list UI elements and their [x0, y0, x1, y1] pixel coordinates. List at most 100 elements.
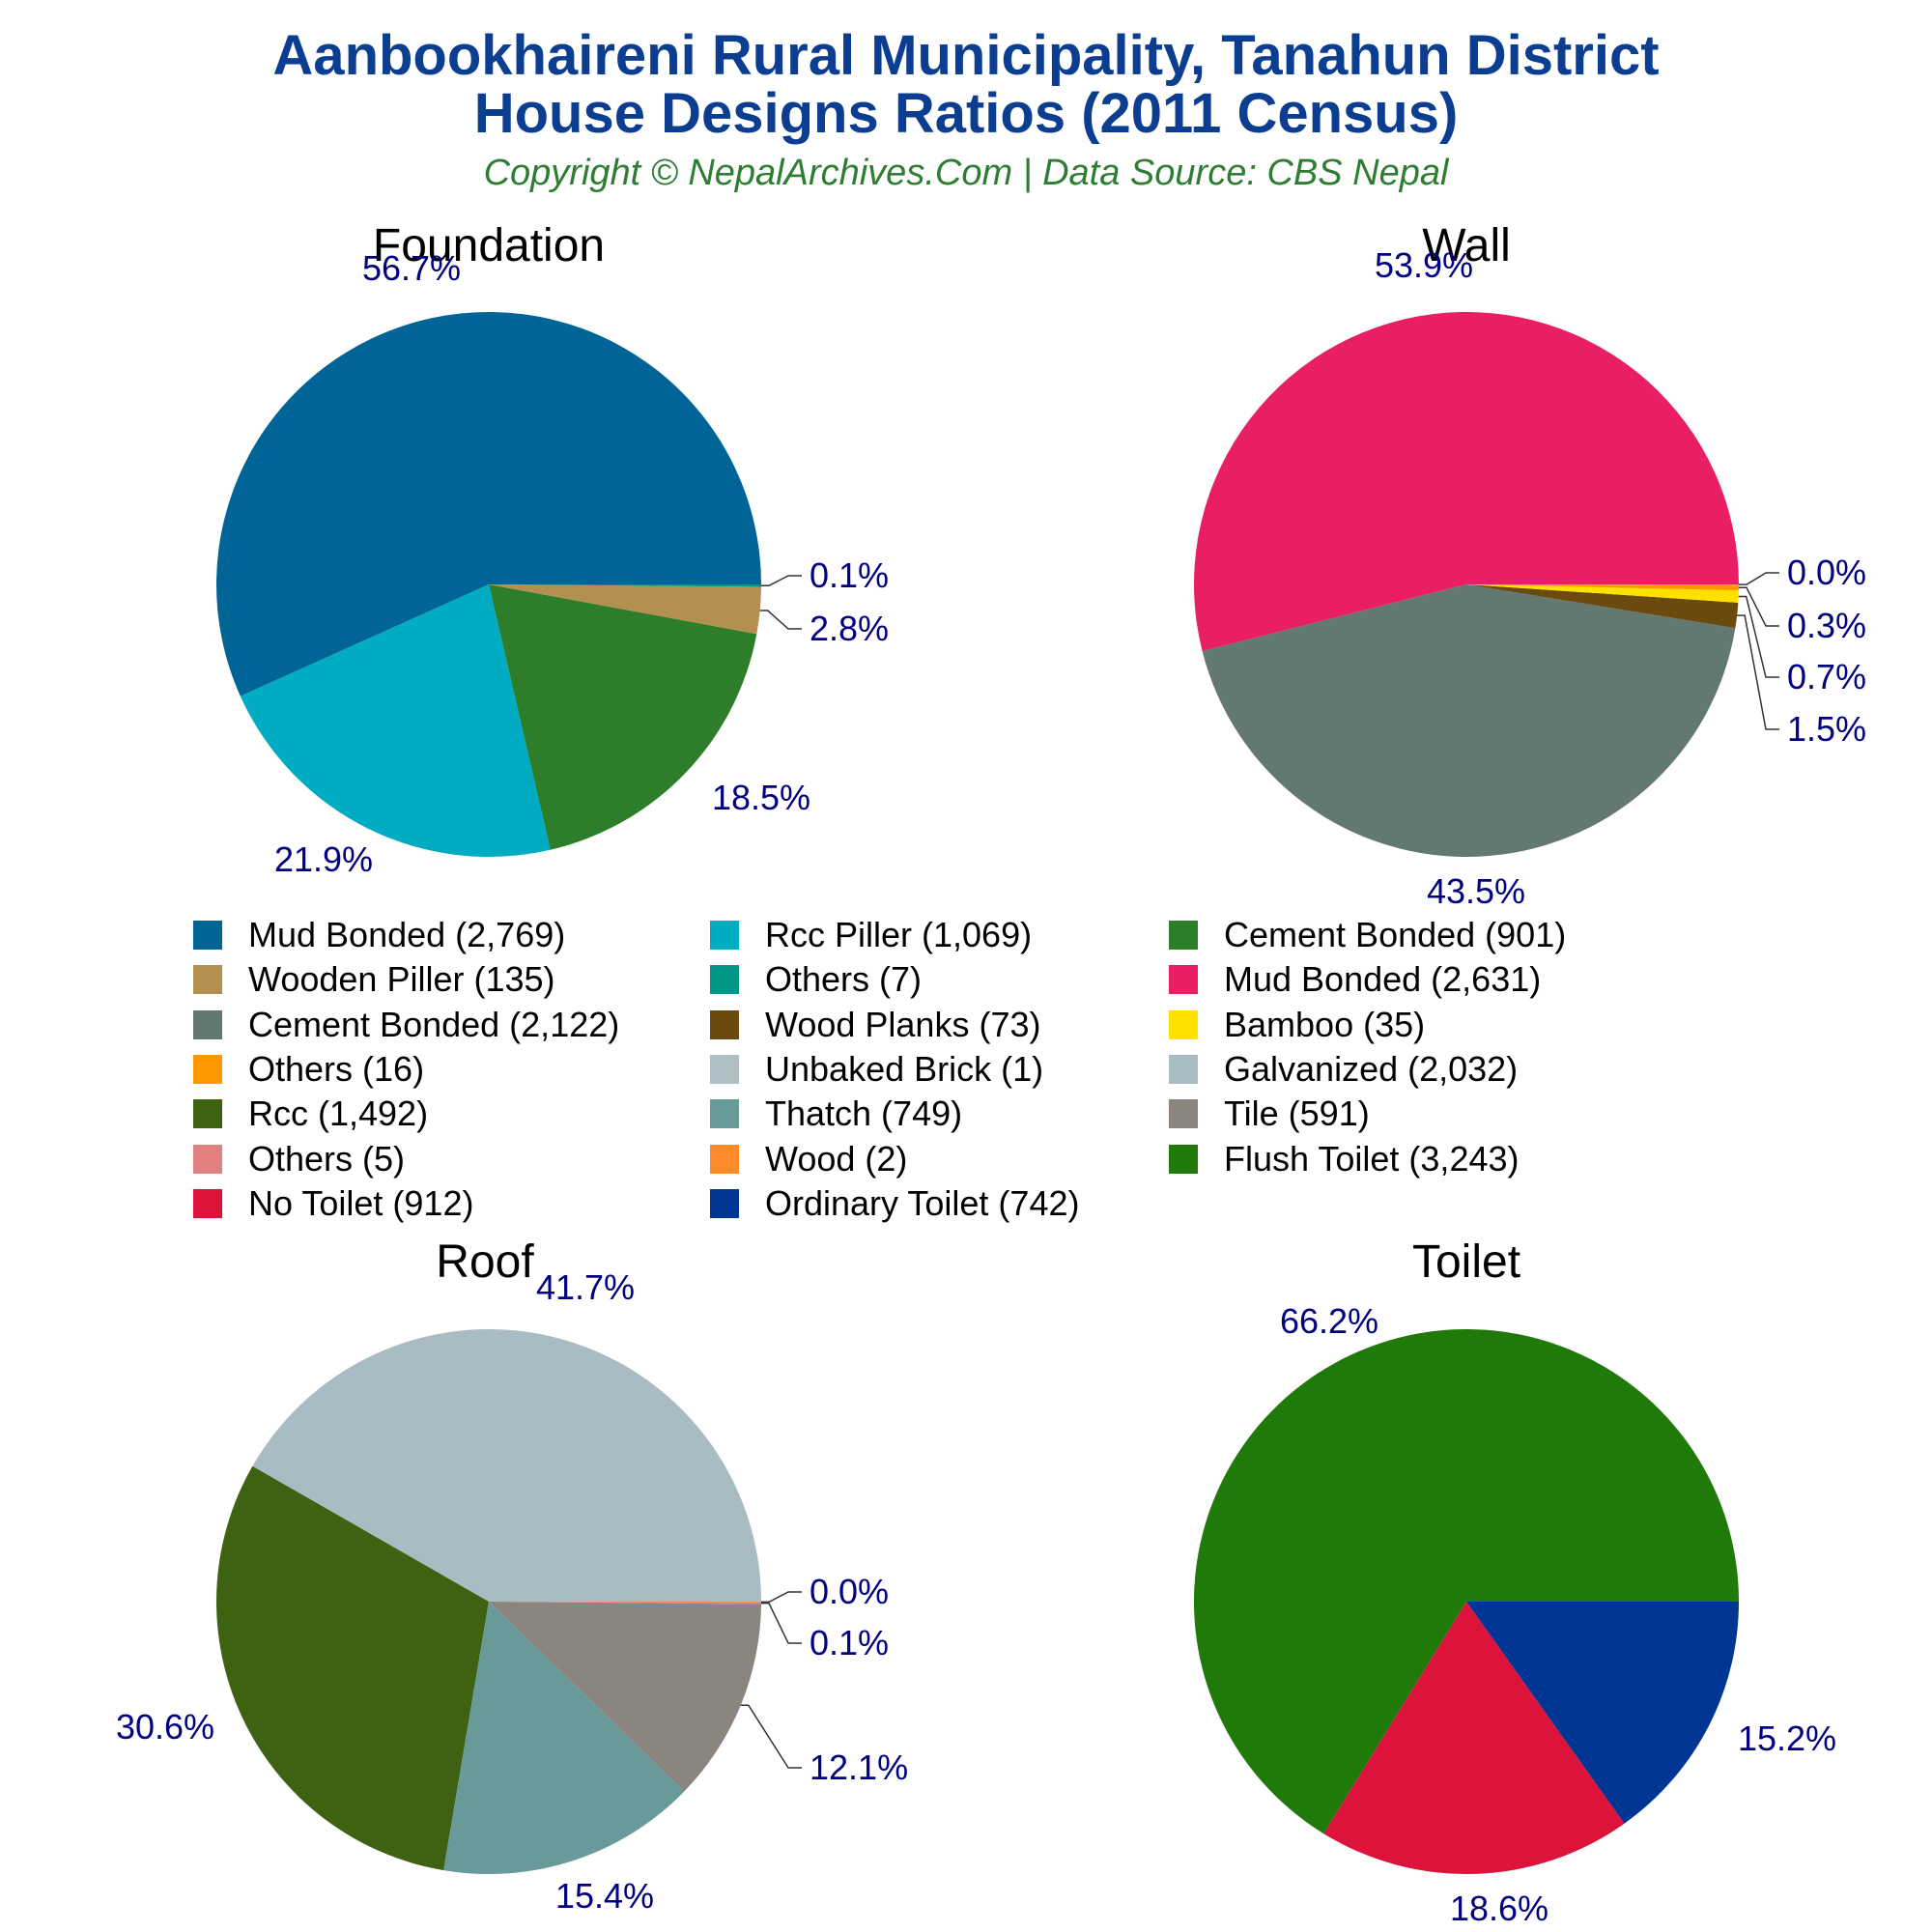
legend-swatch — [193, 1054, 222, 1084]
legend-label: Others (5) — [248, 1138, 406, 1179]
pie-data-label: 15.4% — [555, 1876, 654, 1916]
pie-leader-line — [1738, 595, 1779, 678]
legend-item: Thatch (749) — [710, 1092, 962, 1136]
legend-label: Rcc (1,492) — [248, 1094, 429, 1134]
pie-slice-others — [489, 584, 761, 587]
legend-item: Unbaked Brick (1) — [710, 1047, 1043, 1092]
pie-data-label: 53.9% — [1375, 245, 1473, 285]
legend-label: Cement Bonded (2,122) — [248, 1004, 620, 1044]
legend-item: Flush Toilet (3,243) — [1169, 1137, 1520, 1181]
legend-label: Unbaked Brick (1) — [765, 1048, 1044, 1089]
legend-item: Rcc (1,492) — [193, 1092, 428, 1136]
pie-data-label: 0.0% — [810, 1572, 889, 1611]
pie-leader-line — [1737, 614, 1779, 730]
legend-item: Cement Bonded (901) — [1169, 913, 1566, 957]
legend-label: Mud Bonded (2,631) — [1224, 959, 1542, 1000]
legend-item: Others (16) — [193, 1047, 424, 1092]
pie-data-label: 0.0% — [1787, 553, 1866, 592]
pie-leader-line — [740, 1704, 802, 1769]
legend-swatch — [710, 921, 739, 950]
pie-slice-bamboo — [1466, 584, 1739, 603]
chart-title-line-1: Aanbookhaireni Rural Municipality, Tanah… — [272, 24, 1660, 87]
pie-data-label: 41.7% — [536, 1267, 635, 1307]
pie-slice-wood — [489, 1602, 761, 1603]
pie-slice-flush-toilet — [1193, 1328, 1739, 1834]
legend-swatch — [193, 1009, 222, 1039]
legend-label: Flush Toilet (3,243) — [1224, 1138, 1520, 1179]
legend-label: Thatch (749) — [765, 1094, 963, 1134]
legend-item: Cement Bonded (2,122) — [193, 1003, 619, 1047]
pie-slice-cement-bonded — [1202, 584, 1736, 857]
pie-chart-roof: Roof 41.7% 30.6% 15.4% 12.1% 0.1% 0.0% — [116, 1236, 908, 1916]
legend-label: Tile (591) — [1224, 1094, 1370, 1134]
legend-label: No Toilet (912) — [248, 1182, 474, 1223]
pie-slice-others — [1466, 584, 1739, 591]
legend-swatch — [710, 1054, 739, 1084]
pie-slice-no-toilet — [1323, 1602, 1625, 1874]
pie-slice-ordinary-toilet — [1466, 1602, 1739, 1824]
legend-swatch — [710, 1099, 739, 1129]
legend-label: Cement Bonded (901) — [1224, 915, 1567, 954]
pie-title: Toilet — [1412, 1236, 1520, 1288]
pie-data-label: 21.9% — [274, 839, 373, 879]
legend-swatch — [710, 1009, 739, 1039]
pie-data-label: 18.5% — [712, 778, 810, 817]
legend-label: Galvanized (2,032) — [1224, 1048, 1519, 1089]
legend-swatch — [1169, 1144, 1198, 1174]
legend-swatch — [1169, 965, 1198, 995]
pie-data-label: 12.1% — [810, 1747, 908, 1787]
legend-item: Bamboo (35) — [1169, 1003, 1425, 1047]
pie-data-label: 1.5% — [1787, 709, 1866, 749]
pie-data-label: 18.6% — [1450, 1889, 1548, 1928]
pie-data-label: 2.8% — [810, 609, 889, 648]
pie-data-label: 0.1% — [810, 555, 889, 595]
pie-leader-line — [759, 610, 802, 630]
pie-slice-wooden-piller — [489, 584, 761, 635]
legend-item: Tile (591) — [1169, 1092, 1370, 1136]
pie-data-label: 43.5% — [1427, 871, 1525, 911]
pie-slice-thatch — [443, 1602, 685, 1875]
pie-data-label: 15.2% — [1738, 1719, 1836, 1758]
pie-slice-rcc-piller — [240, 584, 551, 857]
chart-subtitle: Copyright © NepalArchives.Com | Data Sou… — [483, 153, 1449, 193]
pie-leader-line — [760, 1602, 802, 1644]
legend-swatch — [193, 1099, 222, 1129]
legend-item: Mud Bonded (2,769) — [193, 913, 565, 957]
legend-label: Wood (2) — [765, 1138, 908, 1179]
pie-data-label: 0.1% — [810, 1623, 889, 1662]
pie-data-label: 0.7% — [1787, 657, 1866, 696]
pie-slice-mud-bonded — [215, 311, 762, 696]
legend-label: Wooden Piller (135) — [248, 959, 555, 1000]
pie-data-label: 0.3% — [1787, 606, 1866, 645]
legend-item: Wood Planks (73) — [710, 1003, 1040, 1047]
pie-leader-line — [1738, 586, 1779, 627]
legend-swatch — [193, 1188, 222, 1218]
pie-slice-mud-bonded — [1194, 311, 1740, 652]
legend-swatch — [1169, 1054, 1198, 1084]
chart-title-line-2: House Designs Ratios (2011 Census) — [473, 82, 1459, 145]
legend-swatch — [710, 1144, 739, 1174]
pie-data-label: 56.7% — [362, 248, 461, 288]
legend-swatch — [1169, 1009, 1198, 1039]
legend-swatch — [193, 1144, 222, 1174]
legend-label: Ordinary Toilet (742) — [765, 1182, 1080, 1223]
legend-label: Others (16) — [248, 1048, 425, 1089]
legend-item: Others (5) — [193, 1137, 405, 1181]
legend-item: Wood (2) — [710, 1137, 907, 1181]
pie-data-label: 66.2% — [1280, 1301, 1378, 1341]
pie-slice-rcc — [215, 1465, 489, 1871]
legend-swatch — [710, 1188, 739, 1218]
legend-swatch — [1169, 921, 1198, 950]
pie-chart-toilet: Toilet 66.2% 18.6% 15.2% — [1193, 1236, 1836, 1928]
legend-item: No Toilet (912) — [193, 1181, 473, 1226]
legend-item: Galvanized (2,032) — [1169, 1047, 1518, 1092]
pie-title: Foundation — [373, 220, 605, 271]
legend-item: Wooden Piller (135) — [193, 957, 555, 1002]
pie-slice-galvanized — [252, 1328, 761, 1602]
legend-swatch — [710, 965, 739, 995]
legend-label: Rcc Piller (1,069) — [765, 915, 1033, 954]
pie-data-label: 30.6% — [116, 1707, 214, 1747]
